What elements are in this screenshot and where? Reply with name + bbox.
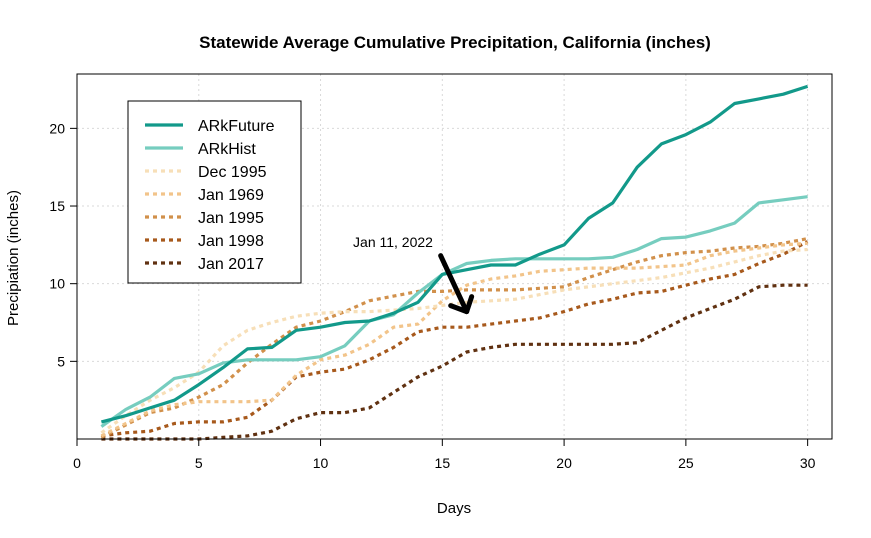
legend-label-jan-1995: Jan 1995: [198, 210, 264, 227]
series-line-jan-1995: [100, 237, 808, 439]
x-tick-label: 10: [313, 455, 329, 471]
x-tick-label: 0: [73, 455, 81, 471]
x-axis-label: Days: [437, 500, 471, 517]
chart-title: Statewide Average Cumulative Precipitati…: [199, 33, 711, 52]
legend-label-arkhist: ARkHist: [198, 141, 256, 158]
legend-label-arkfuture: ARkFuture: [198, 118, 275, 135]
annotation: Jan 11, 2022: [353, 234, 475, 315]
x-tick-label: 20: [556, 455, 572, 471]
series-line-arkhist: [100, 195, 808, 428]
legend-box: [127, 100, 302, 284]
series-lines: [100, 84, 809, 441]
y-tick-label: 20: [49, 120, 65, 136]
x-tick-label: 5: [195, 455, 203, 471]
y-axis-label: Precipiation (inches): [5, 190, 22, 326]
y-tick-label: 15: [49, 198, 65, 214]
annotation-text: Jan 11, 2022: [353, 234, 433, 250]
series-line-jan-1969: [100, 241, 808, 438]
series-line-arkfuture: [101, 84, 809, 424]
plot-frame: [76, 73, 833, 440]
annotation-arrow-shaft: [438, 253, 470, 315]
legend-label-jan-2017: Jan 2017: [198, 256, 264, 273]
x-tick-label: 15: [435, 455, 451, 471]
annotation-arrow-head: [448, 294, 475, 315]
legend: ARkFuture ARkHist Dec 1995 Jan 1969 Jan 1995…: [127, 100, 302, 284]
legend-label-jan-1969: Jan 1969: [198, 187, 264, 204]
x-tick-label: 25: [678, 455, 694, 471]
legend-label-dec-1995: Dec 1995: [198, 164, 267, 181]
series-line-dec-1995: [100, 247, 808, 435]
y-axis: 5 10 15 20: [49, 120, 77, 369]
series-line-jan-2017: [101, 283, 808, 441]
x-tick-label: 30: [800, 455, 816, 471]
legend-label-jan-1998: Jan 1998: [198, 233, 264, 250]
y-tick-label: 5: [57, 353, 65, 369]
y-tick-label: 10: [49, 276, 65, 292]
x-axis: 0 5 10 15 20 25 30: [73, 439, 816, 471]
